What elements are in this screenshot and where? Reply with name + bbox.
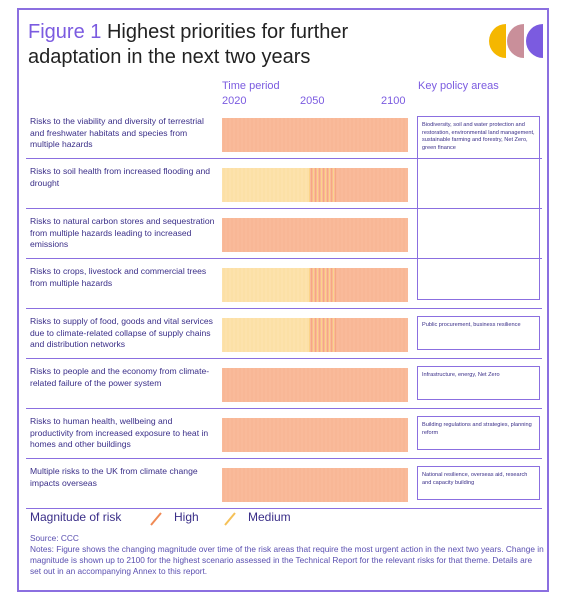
risk-magnitude-bar [222, 468, 408, 502]
risk-magnitude-bar [222, 368, 408, 402]
logo-arc-pink [507, 24, 524, 58]
row-divider [26, 308, 542, 309]
policy-text: Building regulations and strategies, pla… [422, 422, 532, 436]
risk-magnitude-bar [222, 218, 408, 252]
risk-label: Risks to natural carbon stores and seque… [30, 216, 218, 251]
risk-label: Risks to supply of food, goods and vital… [30, 316, 218, 351]
risk-magnitude-bar [222, 318, 408, 352]
high-swatch-icon [148, 511, 164, 527]
policy-box-4: Building regulations and strategies, pla… [417, 416, 540, 450]
key-policy-areas-header: Key policy areas [418, 80, 499, 92]
policy-box-1: Biodiversity, soil and water protection … [417, 116, 540, 300]
risk-label: Risks to the viability and diversity of … [30, 116, 218, 151]
notes-text: Notes: Figure shows the changing magnitu… [30, 544, 545, 577]
logo-arc-yellow [489, 24, 506, 58]
policy-text: Infrastructure, energy, Net Zero [422, 372, 500, 378]
policy-box-2: Public procurement, business resilience [417, 316, 540, 350]
policy-box-5: National resilience, overseas aid, resea… [417, 466, 540, 500]
policy-text: Biodiversity, soil and water protection … [422, 122, 535, 151]
legend-title: Magnitude of risk [30, 510, 121, 524]
risk-label: Risks to people and the economy from cli… [30, 366, 218, 389]
figure-number: Figure 1 [28, 21, 101, 43]
policy-box-3: Infrastructure, energy, Net Zero [417, 366, 540, 400]
policy-text: Public procurement, business resilience [422, 322, 521, 328]
legend-medium: Medium [248, 510, 291, 524]
figure-notes: Source: CCC Notes: Figure shows the chan… [30, 533, 545, 577]
risk-label: Multiple risks to the UK from climate ch… [30, 466, 218, 489]
figure-title: Figure 1 Highest priorities for further … [28, 20, 418, 70]
source-text: Source: CCC [30, 533, 545, 544]
logo-arc-purple [526, 24, 543, 58]
row-divider [26, 408, 542, 409]
row-divider [26, 508, 542, 509]
medium-swatch-icon [222, 511, 238, 527]
risk-magnitude-bar [222, 418, 408, 452]
year-2100: 2100 [381, 95, 405, 107]
risk-label: Risks to crops, livestock and commercial… [30, 266, 218, 289]
year-2050: 2050 [300, 95, 324, 107]
policy-text: National resilience, overseas aid, resea… [422, 472, 527, 486]
year-2020: 2020 [222, 95, 246, 107]
risk-label: Risks to soil health from increased floo… [30, 166, 218, 189]
risk-magnitude-bar [222, 168, 408, 202]
legend-high: High [174, 510, 199, 524]
time-period-header: Time period [222, 80, 280, 92]
row-divider [26, 358, 542, 359]
ccc-logo-icon [488, 22, 546, 60]
row-divider [26, 458, 542, 459]
risk-label: Risks to human health, wellbeing and pro… [30, 416, 218, 451]
legend: Magnitude of risk High Medium [30, 510, 330, 530]
risk-magnitude-bar [222, 268, 408, 302]
risk-magnitude-bar [222, 118, 408, 152]
